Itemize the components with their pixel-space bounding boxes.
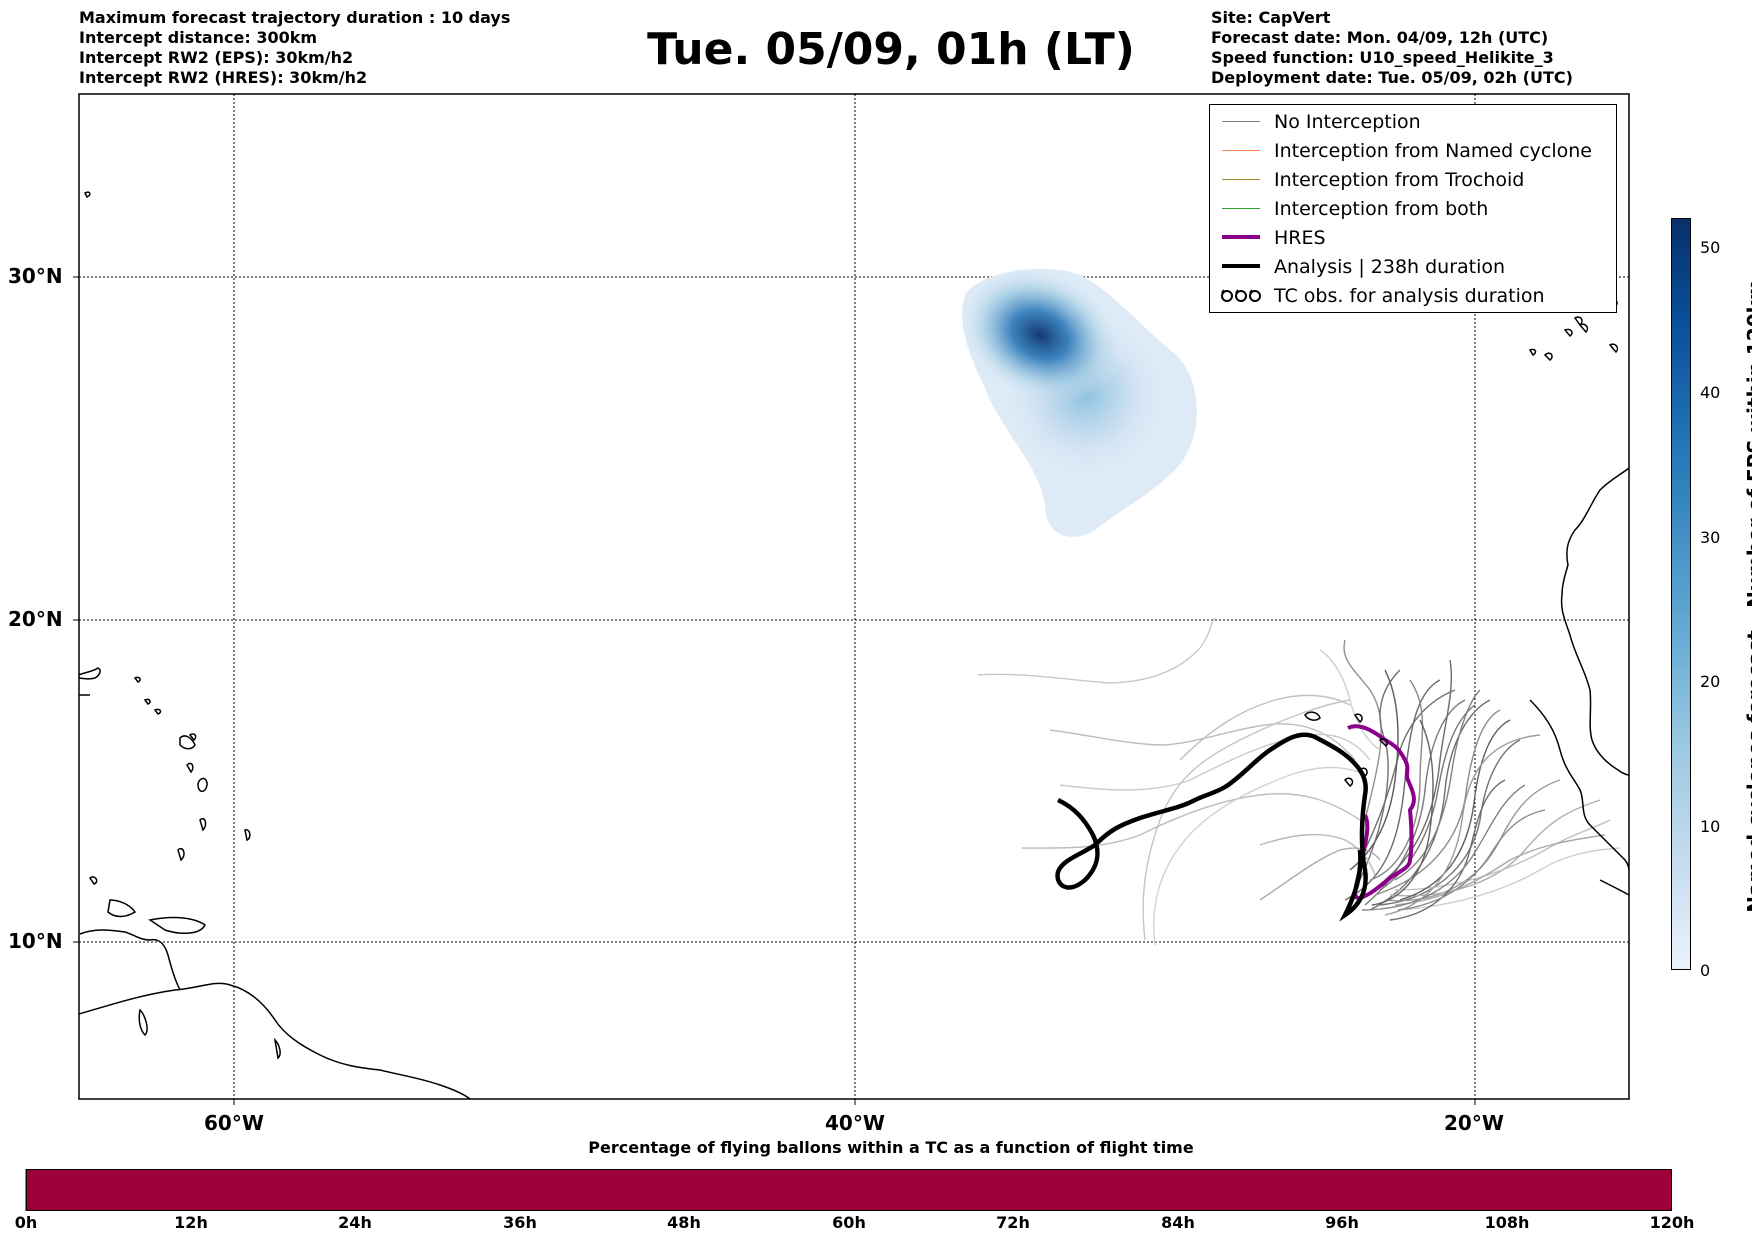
vbar-tick: 0 [1700, 961, 1711, 980]
hbar-tick: 60h [832, 1213, 866, 1232]
header-line: Intercept distance: 300km [79, 28, 318, 47]
legend-line-black [1218, 252, 1264, 281]
legend-label: Interception from Named cyclone [1274, 139, 1592, 162]
lon-label-60w: 60°W [204, 1111, 264, 1135]
legend-label: TC obs. for analysis duration [1274, 284, 1545, 307]
hbar-tick: 0h [14, 1213, 38, 1232]
lat-label-10n: 10°N [8, 929, 63, 953]
gridlines [79, 94, 1629, 1099]
legend-line-green [1218, 194, 1264, 223]
legend-line-orange [1218, 136, 1264, 165]
colorbar-label: Named cyclones forecast - Number of EPS … [1743, 279, 1752, 913]
legend-line-gray [1218, 107, 1264, 136]
page-title: Tue. 05/09, 01h (LT) [647, 24, 1135, 75]
vbar-tick: 20 [1700, 672, 1721, 691]
hbar-tick: 12h [174, 1213, 208, 1232]
lon-label-40w: 40°W [825, 1111, 885, 1135]
legend-line-purple [1218, 223, 1264, 252]
legend-item-no-interception: No Interception [1210, 107, 1421, 136]
legend-item-tc-obs: TC obs. for analysis duration [1210, 281, 1545, 310]
hbar-tick: 48h [667, 1213, 701, 1232]
header-line: Speed function: U10_speed_Helikite_3 [1211, 48, 1554, 67]
hbar-tick: 72h [996, 1213, 1030, 1232]
vbar-tick: 40 [1700, 383, 1721, 402]
hbar-tick: 96h [1325, 1213, 1359, 1232]
analysis-trajectory [1055, 732, 1368, 922]
map-legend: No Interception Interception from Named … [1209, 104, 1617, 313]
eps-trajectories [977, 617, 1621, 946]
lat-label-30n: 30°N [8, 264, 63, 288]
legend-label: Analysis | 238h duration [1274, 255, 1506, 278]
vbar-tick: 50 [1700, 238, 1721, 257]
vbar-tick: 30 [1700, 528, 1721, 547]
header-info-right: Site: CapVert Forecast date: Mon. 04/09,… [1211, 8, 1573, 88]
hbar-tick: 24h [338, 1213, 372, 1232]
header-line: Intercept RW2 (HRES): 30km/h2 [79, 68, 368, 87]
axis-ticks [73, 276, 1476, 1105]
hbar-tick: 84h [1161, 1213, 1195, 1232]
legend-line-olive [1218, 165, 1264, 194]
hbar-tick: 120h [1649, 1213, 1695, 1232]
legend-item-named-cyclone: Interception from Named cyclone [1210, 136, 1592, 165]
coastlines [79, 191, 1629, 1099]
legend-label: Interception from both [1274, 197, 1489, 220]
tc-symbol-icon [1218, 281, 1264, 310]
vbar-tick: 10 [1700, 817, 1721, 836]
header-line: Forecast date: Mon. 04/09, 12h (UTC) [1211, 28, 1549, 47]
lat-label-20n: 20°N [8, 607, 63, 631]
cyclone-colorbar [1671, 218, 1691, 970]
header-line: Deployment date: Tue. 05/09, 02h (UTC) [1211, 68, 1573, 87]
legend-item-hres: HRES [1210, 223, 1326, 252]
header-line: Maximum forecast trajectory duration : 1… [79, 8, 511, 27]
header-line: Intercept RW2 (EPS): 30km/h2 [79, 48, 354, 67]
hbar-tick: 108h [1484, 1213, 1530, 1232]
lon-label-20w: 20°W [1444, 1111, 1504, 1135]
header-line: Site: CapVert [1211, 8, 1331, 27]
hbar-tick: 36h [503, 1213, 537, 1232]
legend-item-trochoid: Interception from Trochoid [1210, 165, 1524, 194]
flight-time-colorbar [26, 1169, 1672, 1211]
bottom-colorbar-title: Percentage of flying ballons within a TC… [588, 1138, 1194, 1157]
legend-label: HRES [1274, 226, 1326, 249]
cyclone-density-field [958, 266, 1197, 537]
legend-label: Interception from Trochoid [1274, 168, 1525, 191]
legend-item-analysis: Analysis | 238h duration [1210, 252, 1505, 281]
legend-label: No Interception [1274, 110, 1421, 133]
header-info-left: Maximum forecast trajectory duration : 1… [79, 8, 510, 88]
legend-item-both: Interception from both [1210, 194, 1488, 223]
